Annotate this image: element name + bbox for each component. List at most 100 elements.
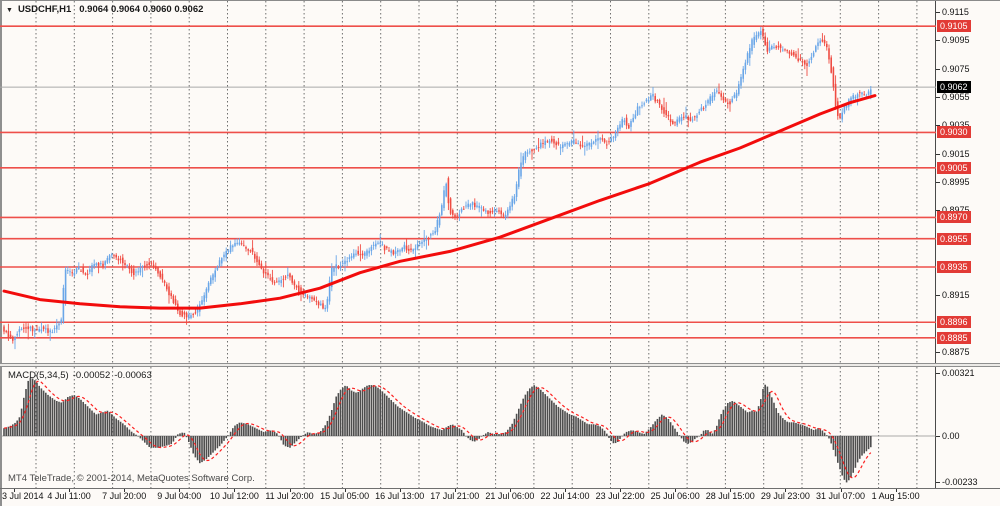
time-axis[interactable]: 3 Jul 2014 4 Jul 11:00 7 Jul 20:00 9 Jul 04… <box>0 489 1000 506</box>
candle-body <box>722 96 725 101</box>
macd-histogram-bar <box>588 424 590 436</box>
candle-body <box>313 297 315 301</box>
macd-histogram-bar <box>788 422 791 436</box>
candle-body <box>95 263 98 266</box>
candle-body <box>62 287 65 322</box>
macd-histogram-bar <box>392 402 395 436</box>
candle-body <box>559 147 562 149</box>
candle-body <box>698 111 700 114</box>
macd-histogram-bar <box>414 417 417 436</box>
candle-body <box>454 214 456 218</box>
macd-histogram-bar <box>636 431 639 436</box>
price-tick-label: 0.9075 <box>942 64 970 74</box>
macd-histogram-bar <box>115 418 117 436</box>
time-axis-label: 22 Jul 14:00 <box>540 491 590 501</box>
candle-body <box>540 142 542 148</box>
macd-histogram-bar <box>467 436 469 439</box>
level-price-badge: 0.8935 <box>937 261 971 273</box>
candle-body <box>300 287 302 293</box>
macd-histogram-bar <box>590 424 593 436</box>
macd-histogram-bar <box>634 431 637 436</box>
macd-histogram-bar <box>744 410 747 436</box>
price-tick-mark <box>936 40 940 41</box>
macd-histogram-bar <box>251 426 254 436</box>
candle-body <box>546 141 549 143</box>
candle-body <box>403 244 406 250</box>
candle-body <box>3 326 5 332</box>
candle-body <box>392 250 395 255</box>
candle-body <box>194 312 197 314</box>
macd-histogram-bar <box>161 436 164 447</box>
candle-body <box>465 205 467 207</box>
candle-body <box>291 275 293 283</box>
macd-indicator-panel[interactable] <box>0 367 936 488</box>
candle-body <box>777 46 780 48</box>
macd-histogram-bar <box>181 432 183 436</box>
macd-histogram-bar <box>608 436 610 438</box>
candle-body <box>456 215 458 217</box>
candle-body <box>634 114 637 119</box>
macd-histogram-bar <box>122 423 124 436</box>
macd-histogram-bar <box>766 386 769 436</box>
macd-histogram-bar <box>469 436 472 441</box>
price-tick-label: 0.9055 <box>942 92 970 102</box>
candle-body <box>665 110 667 116</box>
macd-histogram-bar <box>9 425 12 436</box>
chart-menu-dropdown-icon[interactable]: ▼ <box>6 7 13 14</box>
macd-histogram-bar <box>740 407 742 436</box>
macd-histogram-bar <box>447 426 450 436</box>
macd-histogram-bar <box>577 417 579 436</box>
candle-body <box>476 205 478 207</box>
panel-separator[interactable] <box>0 363 1000 367</box>
macd-histogram-bar <box>89 408 91 436</box>
macd-histogram-bar <box>553 402 555 436</box>
macd-histogram-bar <box>27 380 29 436</box>
macd-histogram-bar <box>826 435 828 436</box>
level-price-badge: 0.8896 <box>937 316 971 328</box>
candle-body <box>441 205 443 215</box>
candle-body <box>295 285 298 288</box>
macd-histogram-bar <box>463 432 465 436</box>
macd-histogram-bar <box>298 436 300 440</box>
candle-body <box>555 142 557 146</box>
macd-histogram-bar <box>262 431 265 436</box>
macd-histogram-bar <box>498 434 500 436</box>
candle-body <box>183 312 186 315</box>
candle-body <box>790 52 793 56</box>
macd-histogram-bar <box>562 409 564 436</box>
candle-body <box>113 255 115 257</box>
price-axis[interactable]: 0.9115 0.9095 0.9075 0.9055 0.9035 0.9015 0.89… <box>936 1 1000 363</box>
macd-histogram-bar <box>863 436 865 454</box>
macd-histogram-bar <box>812 429 815 436</box>
macd-histogram-bar <box>130 431 133 436</box>
candle-body <box>126 265 128 267</box>
candle-body <box>865 95 868 97</box>
macd-canvas[interactable] <box>0 367 936 488</box>
candle-body <box>430 234 432 236</box>
candle-body <box>460 208 463 212</box>
candle-body <box>258 259 260 265</box>
candle-body <box>628 124 630 129</box>
candle-body <box>696 115 698 119</box>
candle-body <box>42 326 45 329</box>
time-axis-label: 25 Jul 06:00 <box>650 491 700 501</box>
price-chart-canvas[interactable] <box>0 1 936 363</box>
macd-histogram-bar <box>313 433 315 436</box>
macd-histogram-bar <box>513 418 516 436</box>
macd-histogram-bar <box>592 424 595 436</box>
macd-histogram-bar <box>848 436 850 481</box>
macd-histogram-bar <box>377 387 379 436</box>
macd-histogram-bar <box>471 436 474 442</box>
candle-body <box>212 274 214 281</box>
candle-body <box>317 301 320 306</box>
candle-body <box>379 242 381 244</box>
price-chart-panel[interactable] <box>0 1 936 363</box>
macd-value-axis[interactable]: 0.00321 0.00 -0.00233 <box>936 367 1000 488</box>
candle-body <box>524 151 527 161</box>
macd-histogram-bar <box>727 403 729 436</box>
macd-histogram-bar <box>643 433 645 436</box>
candle-body <box>443 190 445 209</box>
candle-body <box>542 143 544 144</box>
candle-body <box>520 162 522 177</box>
candle-body <box>608 141 610 143</box>
